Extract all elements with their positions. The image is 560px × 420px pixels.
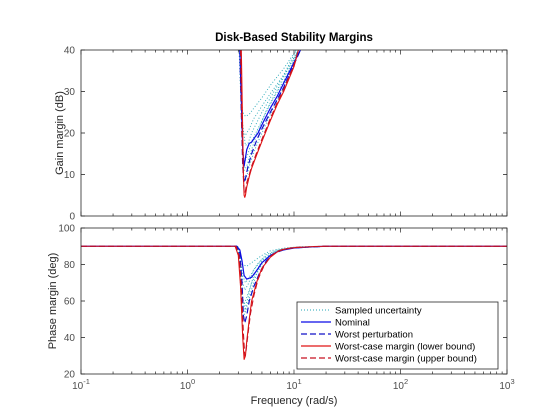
legend-label-lower-bound: Worst-case margin (lower bound) — [335, 342, 475, 353]
legend: Sampled uncertainty Nominal Worst pertur… — [296, 301, 499, 370]
legend-entry-upper-bound: Worst-case margin (upper bound) — [301, 354, 477, 365]
chart-title: Disk-Based Stability Margins — [215, 32, 373, 44]
series-sampled-uncertainty-3-line — [239, 49, 299, 163]
series-worst-perturbation-line — [239, 49, 302, 184]
y-tick-label-20: 20 — [64, 129, 76, 140]
gain-margin-axes: 0 10 20 30 40 Gain margin (dB) — [54, 46, 508, 223]
y-tick-label-10: 10 — [64, 170, 76, 181]
y-tick-label-80: 80 — [64, 260, 76, 271]
series-sampled-uncertainty-4-line — [240, 49, 299, 182]
x-axis-label: Frequency (rad/s) — [251, 395, 338, 407]
legend-label-nominal: Nominal — [335, 318, 370, 329]
y-tick-label-40: 40 — [64, 46, 76, 57]
legend-label-worst-perturbation: Worst perturbation — [335, 330, 413, 341]
y-tick-label-40: 40 — [64, 333, 76, 344]
legend-entry-lower-bound: Worst-case margin (lower bound) — [301, 342, 475, 353]
y-tick-label-30: 30 — [64, 87, 76, 98]
y-tick-label-0: 0 — [69, 212, 75, 223]
legend-entry-nominal: Nominal — [301, 318, 370, 329]
legend-entry-worst-perturbation: Worst perturbation — [301, 330, 413, 341]
series-worst-case-margin-lower-bound-line — [81, 245, 507, 360]
phase-margin-axes: 20 40 60 80 100 10-1 100 101 102 103 Phase margin… — [47, 224, 515, 408]
gain-margin-y-axis-label: Gain margin (dB) — [54, 91, 66, 175]
x-tick-label-10-1: 10-1 — [72, 377, 90, 392]
y-tick-label-20: 20 — [64, 370, 76, 381]
phase-margin-y-axis-label: Phase margin (deg) — [47, 253, 59, 350]
series-worst-case-margin-lower-bound-line — [240, 49, 299, 198]
legend-entry-sampled-uncertainty: Sampled uncertainty — [301, 306, 422, 317]
legend-label-sampled-uncertainty: Sampled uncertainty — [335, 306, 422, 317]
x-tick-label-10-2: 102 — [393, 377, 408, 392]
series-sampled-uncertainty-6-line — [236, 245, 327, 313]
x-tick-label-10-3: 103 — [499, 377, 514, 392]
series-worst-case-margin-upper-bound-line — [81, 245, 507, 357]
x-tick-label-10-0: 100 — [180, 377, 195, 392]
series-worst-case-margin-upper-bound-line — [240, 49, 299, 194]
legend-label-upper-bound: Worst-case margin (upper bound) — [335, 354, 477, 365]
x-tick-label-10-1: 101 — [286, 377, 301, 392]
y-tick-label-100: 100 — [58, 224, 75, 235]
series-sampled-uncertainty-2-line — [239, 49, 297, 136]
y-tick-label-60: 60 — [64, 297, 76, 308]
